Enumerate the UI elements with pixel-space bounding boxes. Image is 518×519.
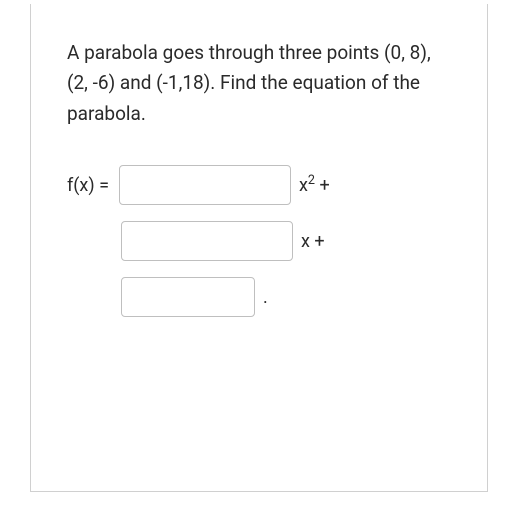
x-base: x: [299, 175, 308, 196]
equation-row-1: f(x) = x2 +: [67, 165, 451, 205]
term-x: x +: [301, 231, 325, 252]
period: .: [263, 287, 268, 308]
coefficient-b-input[interactable]: [121, 221, 293, 261]
equation-row-2: x +: [121, 221, 451, 261]
question-card: A parabola goes through three points (0,…: [30, 4, 488, 492]
exponent-2: 2: [308, 173, 315, 188]
plus-1: +: [315, 175, 330, 196]
term-x-squared: x2 +: [299, 175, 330, 196]
coefficient-a-input[interactable]: [119, 165, 291, 205]
question-prompt: A parabola goes through three points (0,…: [67, 38, 451, 129]
equation-prefix: f(x) =: [67, 175, 109, 196]
coefficient-c-input[interactable]: [121, 277, 255, 317]
equation-row-3: .: [121, 277, 451, 317]
